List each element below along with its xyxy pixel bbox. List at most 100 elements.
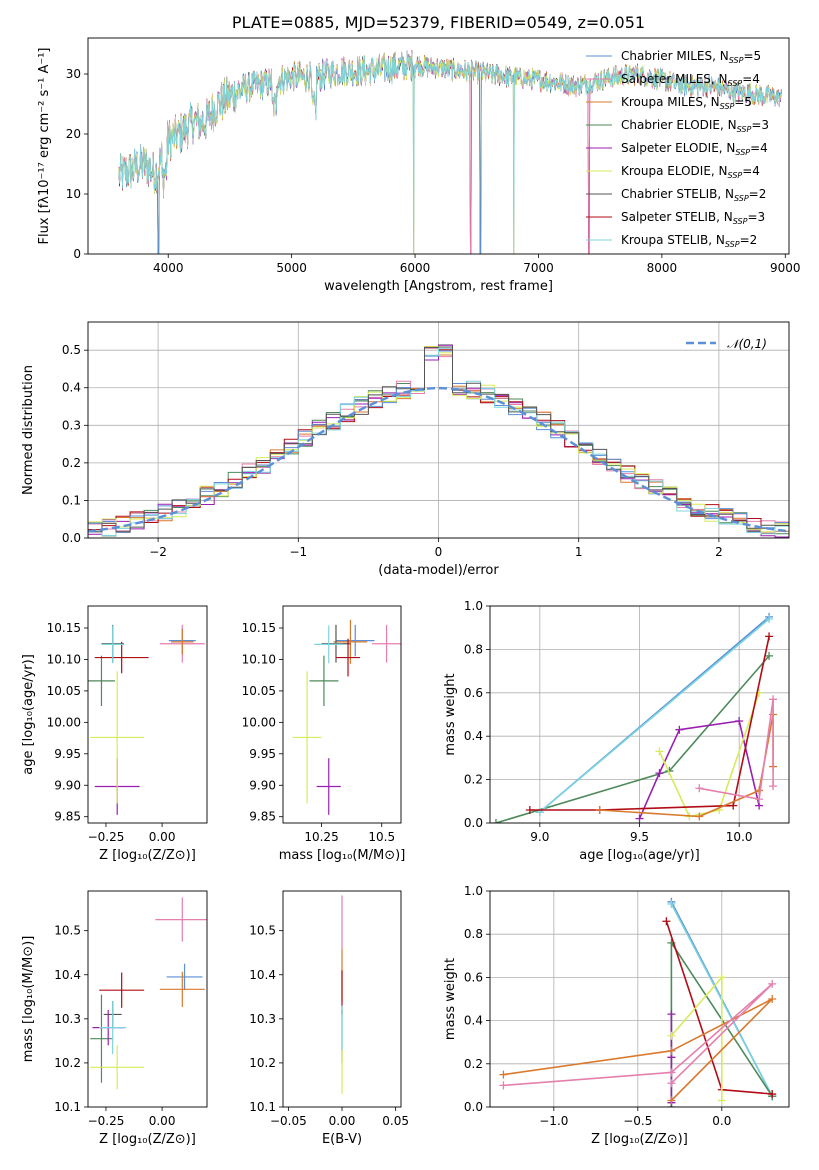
- age-vs-mass-axes: 10.25 10.5 9.85 9.90 9.95 10.00 10.05 10.10 10.1…: [242, 621, 406, 863]
- weight-vs-age-marker: [491, 819, 500, 823]
- weight-vs-Z-marker: [667, 1031, 676, 1040]
- weight-vs-age-ytick-label: 0.2: [464, 773, 483, 787]
- weight-vs-Z-ytick-label: 0.6: [464, 970, 483, 984]
- weight-vs-Z-marker: [768, 995, 777, 1003]
- weight-vs-age-marker: [695, 784, 704, 793]
- weight-vs-age-marker: [655, 747, 664, 756]
- weight-vs-Z-xtick-label: −0.5: [623, 1114, 652, 1128]
- mass-vs-ebv-ytick-label: 10.1: [249, 1100, 276, 1114]
- weight-vs-age-ylabel: mass weight: [443, 673, 458, 755]
- weight-vs-Z-plot-area: [499, 897, 777, 1107]
- age-vs-Z-ytick-label: 9.90: [54, 778, 81, 792]
- mass-vs-Z-ytick-label: 10.1: [54, 1100, 81, 1114]
- age-vs-mass-point-5: [292, 671, 322, 804]
- weight-vs-Z-xtick-label: 0.0: [712, 1114, 731, 1128]
- age-vs-mass-point-7: [335, 638, 361, 677]
- mass-vs-Z-frame: [87, 890, 208, 1108]
- mass-vs-ebv-xtick-label: 0.05: [382, 1114, 409, 1128]
- mass-vs-ebv-axes: −0.05 0.00 0.05 10.1 10.2 10.3 10.4 10.5 E(B-V): [249, 924, 409, 1147]
- weight-vs-Z-marker: [768, 979, 777, 988]
- age-vs-Z-ytick-label: 9.95: [54, 747, 81, 761]
- age-vs-Z-xtick-label: −0.25: [88, 830, 125, 844]
- weight-vs-age-marker: [525, 805, 534, 814]
- weight-vs-age-marker: [675, 725, 684, 734]
- spectrum-xtick-label: 8000: [647, 261, 678, 275]
- residuals-xtick-label: −2: [149, 545, 167, 559]
- spectrum-title: PLATE=0885, MJD=52379, FIBERID=0549, z=0…: [232, 13, 645, 32]
- weight-vs-Z-marker: [768, 1090, 777, 1099]
- age-vs-mass-point-1: [372, 624, 401, 663]
- residuals-normal-curve: [88, 386, 789, 533]
- age-vs-Z-point-5: [90, 671, 145, 804]
- weight-vs-age-ytick-label: 0.8: [464, 642, 483, 656]
- weight-vs-age-ytick-label: 1.0: [464, 599, 483, 613]
- spectrum-xlabel: wavelength [Angstrom, rest frame]: [324, 279, 553, 294]
- weight-vs-Z-series-5: [670, 976, 723, 1101]
- age-vs-mass-ytick-label: 9.90: [249, 778, 276, 792]
- weight-vs-age-marker: [765, 615, 774, 624]
- mass-vs-Z-ytick-label: 10.3: [54, 1012, 81, 1026]
- mass-vs-ebv-xtick-label: −0.05: [270, 1114, 307, 1128]
- age-vs-Z-axes: −0.25 0.00 9.85 9.90 9.95 10.00 10.05 10.10 10.1…: [21, 621, 196, 863]
- mass-vs-Z-ylabel: mass [log₁₀(M/M⊙)]: [21, 936, 36, 1063]
- residuals-hist-6: [88, 346, 789, 538]
- weight-vs-age-marker: [735, 717, 744, 726]
- age-vs-mass-point-4: [316, 758, 341, 815]
- age-vs-Z-frame: [87, 605, 208, 824]
- age-vs-mass-xlabel: mass [log₁₀(M/M⊙)]: [279, 848, 406, 863]
- weight-vs-Z-marker: [667, 899, 676, 908]
- residuals-xtick-label: 1: [575, 545, 583, 559]
- mass-vs-Z-ytick-label: 10.2: [54, 1056, 81, 1070]
- weight-vs-age-marker: [755, 795, 764, 804]
- weight-vs-age-xlabel: age [log₁₀(age/yr)]: [579, 848, 700, 863]
- weight-vs-Z-marker: [717, 1096, 726, 1105]
- spectrum-ytick-label: 10: [66, 187, 81, 201]
- age-vs-Z-ytick-label: 10.00: [47, 715, 81, 729]
- spectrum-xtick-label: 7000: [523, 261, 554, 275]
- spectrum-ytick-label: 20: [66, 127, 81, 141]
- weight-vs-age-xtick-label: 10.0: [726, 830, 753, 844]
- mass-vs-Z-point-3: [90, 994, 113, 1083]
- legend-label-7: Salpeter STELIB, NSSP=3: [621, 210, 765, 226]
- mass-vs-ebv-xlabel: E(B-V): [322, 1132, 362, 1147]
- spectrum-ytick-label: 30: [66, 67, 81, 81]
- age-vs-mass-plot-area: [292, 619, 401, 815]
- mass-vs-Z-axes: −0.25 0.00 10.1 10.2 10.3 10.4 10.5 Z [log₁₀(Z/…: [21, 924, 196, 1147]
- weight-vs-age-ytick-label: 0.0: [464, 816, 483, 830]
- weight-vs-age-series-0: [495, 655, 770, 823]
- weight-vs-age-marker: [695, 812, 704, 821]
- age-vs-Z-point-2: [171, 629, 194, 655]
- legend-label-0: Chabrier MILES, NSSP=5: [621, 49, 761, 65]
- age-vs-mass-point-0: [335, 624, 375, 657]
- mass-vs-ebv-ytick-label: 10.2: [249, 1056, 276, 1070]
- age-vs-Z-xtick-label: 0.00: [149, 830, 176, 844]
- age-vs-mass-ytick-label: 10.15: [242, 621, 276, 635]
- age-vs-mass-point-8: [314, 625, 344, 664]
- mass-vs-Z-xtick-label: 0.00: [149, 1114, 176, 1128]
- legend-label-3: Chabrier ELODIE, NSSP=3: [621, 118, 769, 134]
- weight-vs-age-series-2: [539, 618, 770, 813]
- residuals-plot-area: [88, 344, 789, 538]
- age-vs-Z-ytick-label: 10.10: [47, 652, 81, 666]
- mass-vs-Z-point-5: [90, 1045, 145, 1090]
- age-vs-Z-point-8: [101, 625, 124, 664]
- weight-vs-age-ytick-label: 0.6: [464, 686, 483, 700]
- residuals-frame: [87, 321, 790, 539]
- spectrum-legend: Chabrier MILES, NSSP=5 Salpeter MILES, NS…: [586, 49, 769, 249]
- weight-vs-Z-xlabel: Z [log₁₀(Z/Z⊙)]: [591, 1132, 688, 1147]
- residuals-xtick-label: −1: [289, 545, 307, 559]
- weight-vs-Z-series-6: [503, 998, 773, 1102]
- spectrum-xtick-label: 6000: [400, 261, 431, 275]
- weight-vs-age-marker: [655, 769, 664, 778]
- weight-vs-age-series-7: [699, 698, 774, 800]
- mass-vs-Z-point-0: [166, 963, 203, 991]
- residuals-xtick-label: 2: [715, 545, 723, 559]
- mass-vs-Z-xlabel: Z [log₁₀(Z/Z⊙)]: [99, 1132, 196, 1147]
- spectrum-series-8: [118, 51, 782, 254]
- age-vs-mass-point-3: [309, 655, 339, 707]
- residuals-legend-label: 𝒩(0,1): [727, 337, 767, 351]
- weight-vs-age-xtick-label: 9.5: [630, 830, 649, 844]
- weight-vs-age-marker: [755, 786, 764, 795]
- mass-vs-ebv-frame: [282, 890, 402, 1108]
